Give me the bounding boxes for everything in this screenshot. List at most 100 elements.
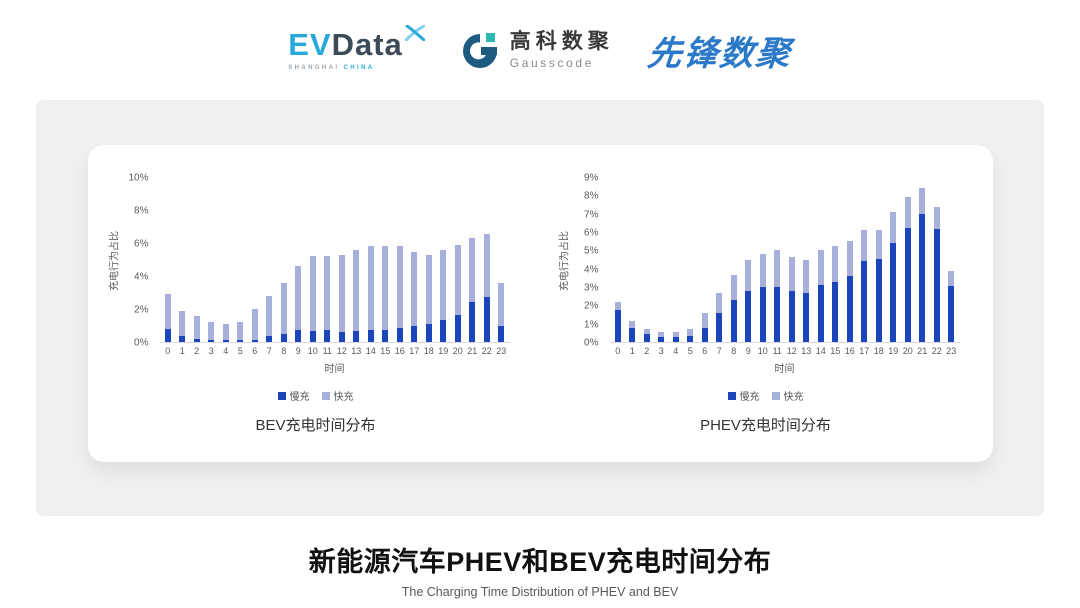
x-tick-label: 0 xyxy=(165,346,171,356)
bar-column xyxy=(828,245,843,342)
bar-segment-fast xyxy=(295,266,302,331)
bar-segment-fast xyxy=(280,282,287,334)
bar-stack xyxy=(251,309,258,342)
bar-stack xyxy=(396,246,403,342)
bar-stack xyxy=(193,316,200,342)
x-tick-label: 8 xyxy=(281,346,287,356)
x-tick-label: 3 xyxy=(658,346,664,356)
y-tick-label: 6% xyxy=(584,227,599,239)
bar-segment-slow xyxy=(904,228,911,342)
bar-segment-fast xyxy=(658,331,665,337)
x-axis-ticks: 0 1 2 3 4 5 6 7 8 9 10 11 12 13 14 15 16 17 18 19 20 21 22 23 xyxy=(610,346,960,356)
bar-segment-slow xyxy=(759,287,766,342)
y-tick-label: 3% xyxy=(584,282,599,294)
bar-segment-slow xyxy=(280,333,287,342)
x-tick-label: 22 xyxy=(931,346,942,356)
bar-segment-fast xyxy=(701,312,708,329)
y-tick-label: 2% xyxy=(134,304,149,316)
bar-column xyxy=(393,246,408,342)
bar-column xyxy=(465,238,480,342)
bar-segment-fast xyxy=(338,255,345,333)
bar-column xyxy=(291,266,306,342)
y-tick-label: 0% xyxy=(584,337,599,349)
bar-column xyxy=(814,250,829,342)
bar-column xyxy=(683,329,698,342)
x-tick-label: 13 xyxy=(801,346,812,356)
gausscode-g-icon xyxy=(462,33,497,68)
bar-column xyxy=(741,259,756,342)
x-tick-label: 2 xyxy=(644,346,650,356)
bar-segment-slow xyxy=(425,323,432,342)
evdata-china-text: CHINA xyxy=(343,65,375,71)
bar-segment-slow xyxy=(875,258,882,342)
bar-segment-slow xyxy=(948,286,955,342)
bar-column xyxy=(248,309,263,342)
x-tick-label: 10 xyxy=(757,346,768,356)
x-tick-label: 17 xyxy=(859,346,870,356)
bar-stack xyxy=(266,295,273,342)
header: EV Data SHANGHAI CHINA 高科数聚 Gausscode 先锋数… xyxy=(0,0,1080,100)
x-tick-label: 20 xyxy=(452,346,463,356)
x-tick-label: 18 xyxy=(873,346,884,356)
y-tick-label: 2% xyxy=(584,300,599,312)
legend-label: 慢充 xyxy=(739,392,760,403)
bar-segment-fast xyxy=(309,256,316,332)
x-tick-label: 4 xyxy=(223,346,229,356)
bar-column xyxy=(306,256,321,342)
chart-phev-grid: 充电行为占比 9% 8% 7% 6% 5% 4% 3% 2% 1% 0% 0 1 2 3 4 5 6 7 8 9 10… xyxy=(555,173,977,375)
bar-column xyxy=(480,233,495,342)
evdata-x-icon xyxy=(404,25,425,41)
bar-stack xyxy=(469,238,476,342)
bar-stack xyxy=(179,310,186,342)
bar-segment-fast xyxy=(629,320,636,329)
gausscode-cn-text: 高科数聚 xyxy=(509,30,614,54)
bar-column xyxy=(857,230,872,342)
bar-stack xyxy=(861,230,868,342)
bar-column xyxy=(233,322,248,342)
bar-segment-slow xyxy=(788,290,795,342)
y-tick-label: 1% xyxy=(584,319,599,331)
bar-stack xyxy=(643,329,650,342)
x-tick-label: 2 xyxy=(194,346,200,356)
bar-segment-slow xyxy=(179,336,186,342)
bar-segment-slow xyxy=(716,312,723,342)
x-axis-title: 时间 xyxy=(774,364,795,375)
bar-stack xyxy=(803,259,810,342)
bar-column xyxy=(654,331,669,342)
bar-column xyxy=(422,254,437,342)
gausscode-text: 高科数聚 Gausscode xyxy=(510,30,614,69)
bar-stack xyxy=(716,292,723,342)
bar-segment-fast xyxy=(469,238,476,303)
bar-segment-slow xyxy=(295,330,302,342)
bar-column xyxy=(611,301,626,342)
bar-segment-fast xyxy=(643,329,650,334)
bar-column xyxy=(640,329,655,342)
bar-column xyxy=(407,252,422,342)
chart-phev: 充电行为占比 9% 8% 7% 6% 5% 4% 3% 2% 1% 0% 0 1 2 3 4 5 6 7 8 9 10… xyxy=(555,173,977,462)
plot-column: 0 1 2 3 4 5 6 7 8 9 10 11 12 13 14 15 16 17 18 19 20 21 22 23 时… xyxy=(159,178,510,375)
bar-stack xyxy=(890,211,897,342)
y-axis-title-wrap: 充电行为占比 xyxy=(555,178,571,343)
bar-segment-slow xyxy=(324,330,331,342)
y-tick-label: 5% xyxy=(584,245,599,257)
legend: 慢充 快充 xyxy=(555,388,977,403)
bar-segment-fast xyxy=(759,254,766,287)
x-tick-label: 13 xyxy=(351,346,362,356)
bar-segment-slow xyxy=(643,333,650,342)
x-tick-label: 5 xyxy=(237,346,243,356)
bar-column xyxy=(785,256,800,342)
evdata-subtitle: SHANGHAI CHINA xyxy=(288,65,374,71)
bar-segment-fast xyxy=(716,292,723,313)
x-tick-label: 18 xyxy=(423,346,434,356)
bar-column xyxy=(190,316,205,342)
bar-segment-fast xyxy=(266,295,273,337)
bar-segment-fast xyxy=(933,207,940,230)
bar-stack xyxy=(324,256,331,342)
x-tick-label: 10 xyxy=(307,346,318,356)
bar-stack xyxy=(208,322,215,342)
plot-area xyxy=(159,178,510,343)
bar-segment-slow xyxy=(367,330,374,342)
x-tick-label: 11 xyxy=(322,346,332,356)
bar-stack xyxy=(411,252,418,342)
bar-segment-slow xyxy=(730,299,737,342)
